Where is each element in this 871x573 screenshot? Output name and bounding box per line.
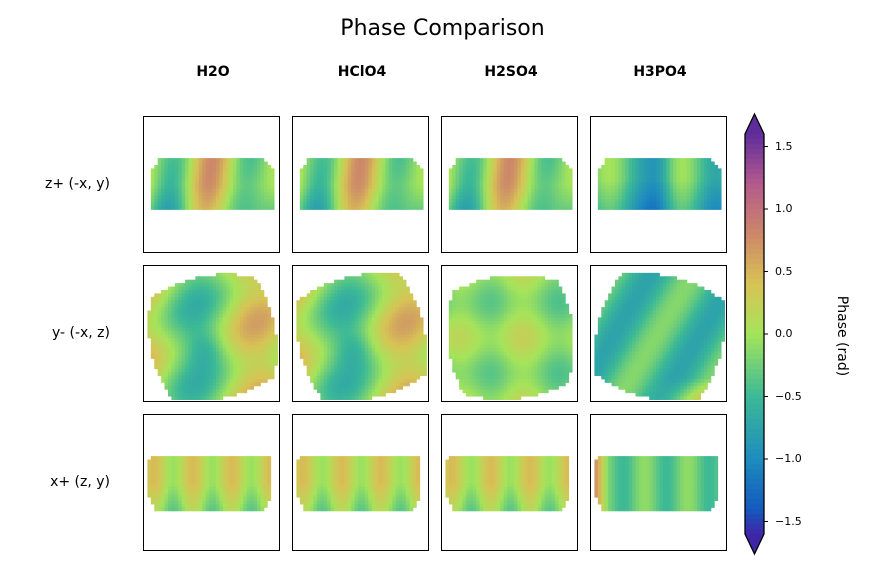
heatmap-panel-r1-c1 bbox=[292, 265, 429, 402]
heatmap-image-r0-c3 bbox=[597, 158, 722, 210]
colorbar-label-text: Phase (rad) bbox=[834, 295, 850, 377]
heatmap-panel-r0-c0 bbox=[143, 116, 280, 253]
heatmap-image-r1-c2 bbox=[448, 276, 573, 400]
row-header-x-plus: x+ (z, y) bbox=[50, 474, 110, 490]
heatmap-panel-r1-c2 bbox=[441, 265, 578, 402]
heatmap-image-r0-c2 bbox=[448, 158, 573, 210]
colorbar-tick-label: −0.5 bbox=[775, 389, 802, 403]
heatmap-panel-r0-c3 bbox=[590, 116, 727, 253]
colorbar-tick-label: −1.0 bbox=[775, 452, 802, 465]
row-header-z-plus: z+ (-x, y) bbox=[45, 176, 110, 192]
colorbar-tick-label: 1.0 bbox=[775, 202, 793, 215]
colorbar-tick-label: 0.0 bbox=[775, 327, 793, 340]
heatmap-panel-r2-c2 bbox=[441, 414, 578, 551]
heatmap-image-r2-c0 bbox=[147, 456, 272, 512]
chart-title: Phase Comparison bbox=[340, 16, 545, 41]
colorbar-tick-label: 0.5 bbox=[775, 264, 793, 278]
heatmap-image-r0-c0 bbox=[150, 158, 275, 210]
colorbar-extend-bottom bbox=[745, 534, 764, 554]
colorbar-graphic bbox=[744, 112, 768, 556]
heatmap-panel-r1-c0 bbox=[143, 265, 280, 402]
row-header-y-minus: y- (-x, z) bbox=[51, 325, 110, 341]
colorbar-extend-top bbox=[745, 114, 764, 134]
heatmap-panel-r0-c1 bbox=[292, 116, 429, 253]
column-header-h2o: H2O bbox=[196, 64, 230, 80]
heatmap-image-r0-c1 bbox=[299, 158, 424, 210]
heatmap-image-r2-c3 bbox=[594, 456, 719, 512]
colorbar bbox=[740, 112, 800, 556]
column-header-hclo4: HClO4 bbox=[337, 64, 387, 80]
heatmap-panel-r0-c2 bbox=[441, 116, 578, 253]
heatmap-image-r2-c1 bbox=[296, 456, 421, 512]
heatmap-image-r1-c3 bbox=[594, 272, 725, 400]
heatmap-panel-r2-c0 bbox=[143, 414, 280, 551]
heatmap-image-r2-c2 bbox=[445, 456, 570, 512]
colorbar-tick-label: −1.5 bbox=[775, 514, 802, 528]
heatmap-panel-r2-c1 bbox=[292, 414, 429, 551]
heatmap-panel-r1-c3 bbox=[590, 265, 727, 402]
heatmap-image-r1-c1 bbox=[296, 272, 427, 400]
column-header-h3po4: H3PO4 bbox=[633, 64, 687, 80]
column-header-h2so4: H2SO4 bbox=[484, 64, 538, 80]
heatmap-panel-r2-c3 bbox=[590, 414, 727, 551]
heatmap-image-r1-c0 bbox=[147, 272, 278, 400]
colorbar-tick-label: 1.5 bbox=[775, 139, 793, 153]
